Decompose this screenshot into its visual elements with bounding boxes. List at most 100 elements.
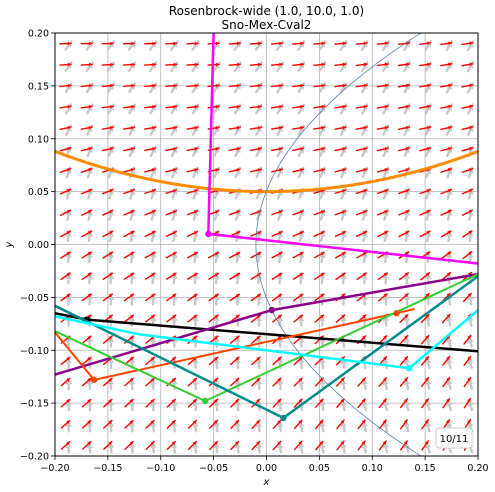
quiver-arrow-red	[59, 41, 72, 46]
quiver-arrow-red	[207, 210, 220, 216]
quiver-arrow-red	[335, 272, 346, 280]
quiver-arrow-red	[165, 251, 177, 259]
quiver-arrow-red	[314, 272, 325, 280]
series-marker-3	[90, 376, 98, 384]
quiver-arrow-red	[165, 62, 178, 67]
quiver-arrow-red	[101, 83, 115, 88]
quiver-arrow-red	[355, 62, 368, 67]
quiver-arrow-red	[442, 376, 451, 388]
quiver-arrow-red	[292, 125, 305, 130]
quiver-arrow-red	[165, 272, 177, 280]
quiver-arrow-red	[461, 125, 474, 131]
quiver-arrow-red	[357, 398, 366, 409]
quiver-arrow-red	[461, 104, 474, 109]
quiver-arrow-red	[336, 440, 345, 451]
quiver-arrow-red	[122, 146, 136, 152]
quiver-arrow-red	[250, 293, 262, 302]
quiver-arrow-red	[144, 209, 156, 216]
quiver-arrow-red	[293, 419, 303, 430]
quiver-arrow-red	[334, 189, 347, 194]
quiver-arrow-red	[103, 398, 113, 408]
quiver-arrow-red	[272, 314, 283, 323]
quiver-arrow-red	[229, 335, 240, 344]
quiver-arrow-red	[376, 104, 389, 109]
quiver-arrow-red	[462, 230, 473, 238]
quiver-arrow-red	[292, 62, 305, 67]
quiver-arrow-red	[187, 335, 198, 344]
quiver-arrow-red	[271, 251, 283, 259]
quiver-arrow-red	[440, 83, 453, 88]
quiver-arrow-red	[399, 355, 409, 366]
quiver-arrow-red	[60, 251, 71, 259]
frame-counter: 10/11	[440, 434, 469, 445]
quiver-arrow-red	[81, 251, 93, 259]
quiver-arrow-red	[59, 104, 72, 109]
quiver-arrow-red	[186, 251, 199, 259]
quiver-arrow-red	[101, 62, 115, 67]
quiver-arrow-red	[355, 104, 368, 109]
x-tick-label: 0.05	[309, 463, 330, 474]
quiver-arrow-red	[103, 377, 113, 387]
quiver-arrow-red	[463, 397, 472, 409]
quiver-arrow-red	[377, 230, 389, 238]
quiver-arrow-red	[209, 419, 219, 429]
quiver-arrow-red	[186, 189, 199, 194]
quiver-arrow-red	[186, 146, 199, 152]
series-marker-0	[205, 230, 212, 238]
quiver-arrow-red	[292, 230, 304, 237]
quiver-arrow-red	[313, 104, 326, 109]
quiver-arrow-red	[122, 83, 136, 88]
quiver-arrow-red	[228, 83, 241, 88]
quiver-arrow-red	[80, 188, 93, 195]
quiver-arrow-red	[80, 167, 93, 173]
quiver-arrow-red	[420, 355, 430, 366]
quiver-arrow-red	[419, 146, 432, 152]
quiver-arrow-red	[440, 230, 452, 238]
quiver-arrow-red	[81, 356, 92, 366]
quiver-arrow-red	[208, 272, 220, 280]
series-marker-6	[406, 365, 413, 372]
x-axis-label: x	[263, 477, 270, 488]
quiver-arrow-red	[60, 398, 71, 408]
quiver-arrow-red	[165, 146, 178, 152]
quiver-arrow-red	[186, 83, 199, 88]
y-tick-label: −0.20	[20, 452, 49, 463]
quiver-arrow-red	[292, 104, 305, 109]
quiver-arrow-red	[441, 271, 452, 281]
quiver-arrow-red	[208, 356, 219, 366]
quiver-arrow-red	[230, 440, 240, 451]
quiver-arrow-red	[123, 314, 135, 323]
quiver-arrow-red	[165, 104, 178, 109]
quiver-arrow-red	[60, 230, 72, 238]
quiver-arrow-red	[123, 209, 135, 216]
quiver-arrow-red	[313, 125, 326, 130]
quiver-arrow-red	[59, 188, 72, 195]
quiver-arrow-red	[143, 83, 157, 88]
quiver-arrow-red	[334, 104, 347, 109]
quiver-arrow-red	[441, 313, 451, 324]
quiver-arrow-red	[334, 210, 347, 216]
quiver-arrow-red	[313, 62, 326, 67]
quiver-arrow-red	[187, 293, 198, 302]
quiver-arrow-red	[59, 167, 72, 174]
quiver-arrow-red	[81, 398, 92, 408]
quiver-arrow-red	[421, 440, 429, 451]
x-tick-label: 0.10	[362, 463, 383, 474]
quiver-arrow-red	[165, 230, 177, 237]
quiver-arrow-red	[80, 62, 93, 67]
quiver-arrow-red	[144, 189, 157, 195]
quiver-arrow-red	[186, 62, 199, 67]
quiver-arrow-red	[166, 440, 176, 450]
quiver-arrow-red	[187, 314, 198, 323]
quiver-arrow-red	[102, 251, 114, 259]
quiver-arrow-red	[419, 209, 431, 216]
quiver-arrow-red	[81, 335, 92, 344]
frame-badge: 10/11	[435, 427, 473, 449]
quiver-arrow-red	[334, 230, 347, 237]
quiver-arrow-red	[187, 419, 198, 429]
quiver-arrow-red	[186, 125, 199, 130]
quiver-arrow-red	[293, 377, 303, 387]
quiver-arrow-red	[81, 230, 93, 238]
quiver-arrow-red	[463, 334, 472, 345]
quiver-arrow-red	[166, 419, 176, 429]
